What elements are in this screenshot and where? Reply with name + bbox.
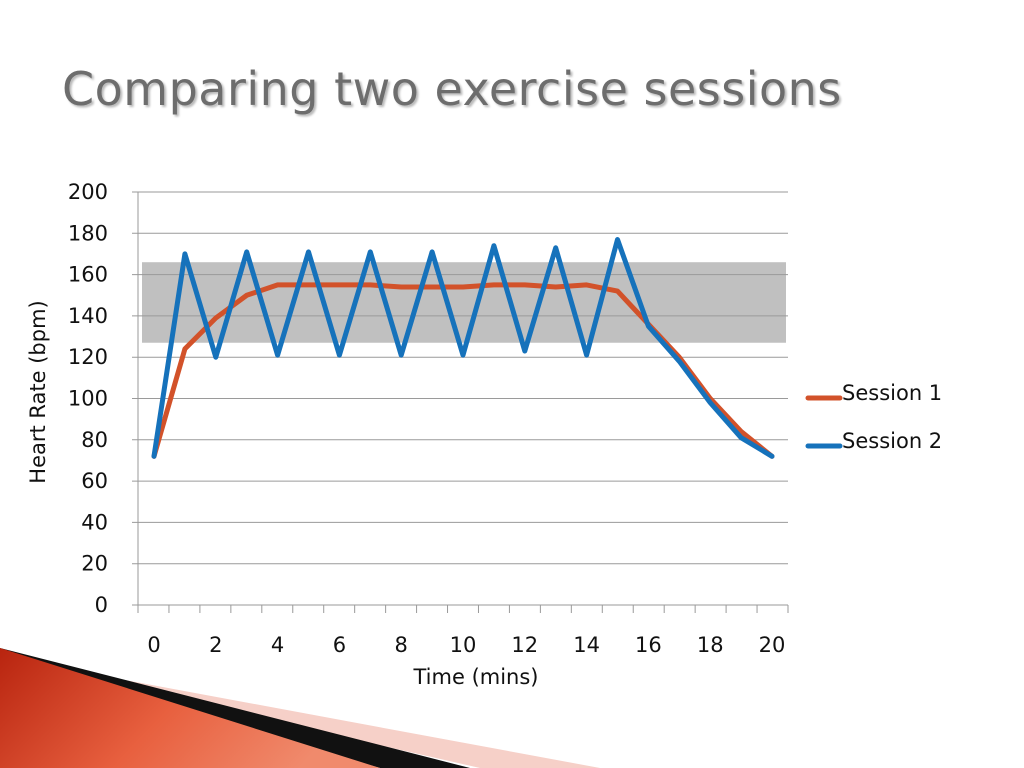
y-tick-label: 120 — [68, 345, 108, 369]
axes — [132, 192, 789, 613]
y-axis-title: Heart Rate (bpm) — [26, 300, 50, 483]
x-tick-label: 18 — [697, 633, 724, 657]
legend-item-session-2[interactable]: Session 2 — [805, 429, 942, 453]
legend-label-session-2: Session 2 — [842, 429, 942, 453]
chart-legend: Session 1 Session 2 — [805, 381, 942, 453]
x-axis-title: Time (mins) — [413, 665, 539, 689]
y-tick-label: 200 — [68, 180, 108, 204]
slide-title: Comparing two exercise sessions — [62, 62, 842, 116]
target-heart-rate-band — [142, 262, 786, 343]
x-tick-label: 4 — [271, 633, 284, 657]
x-tick-label: 8 — [395, 633, 408, 657]
decor-red-wedge — [0, 648, 380, 768]
series-lines — [151, 237, 775, 459]
y-tick-label: 40 — [81, 510, 108, 534]
tick-labels: 0 20 40 60 80 100 120 140 160 180 200 0 2 4 6 8 10 12 14 16… — [68, 180, 785, 657]
x-tick-label: 14 — [573, 633, 600, 657]
x-tick-label: 16 — [635, 633, 662, 657]
y-tick-label: 100 — [68, 387, 108, 411]
x-tick-label: 6 — [333, 633, 346, 657]
x-tick-label: 12 — [511, 633, 538, 657]
x-tick-label: 0 — [147, 633, 160, 657]
target-zone-layer — [142, 262, 786, 343]
decor-black-stripe — [0, 648, 470, 768]
legend-item-session-1[interactable]: Session 1 — [805, 381, 942, 405]
x-tick-label: 2 — [209, 633, 222, 657]
series-line-session-2 — [151, 237, 775, 459]
y-tick-label: 60 — [81, 469, 108, 493]
x-tick-label: 10 — [450, 633, 477, 657]
y-tick-label: 180 — [68, 221, 108, 245]
decor-pink-stripe — [40, 668, 600, 768]
y-tick-label: 160 — [68, 263, 108, 287]
legend-label-session-1: Session 1 — [842, 381, 942, 405]
y-tick-label: 80 — [81, 428, 108, 452]
y-tick-label: 20 — [81, 552, 108, 576]
y-tick-label: 0 — [95, 593, 108, 617]
y-tick-label: 140 — [68, 304, 108, 328]
x-tick-label: 20 — [759, 633, 786, 657]
